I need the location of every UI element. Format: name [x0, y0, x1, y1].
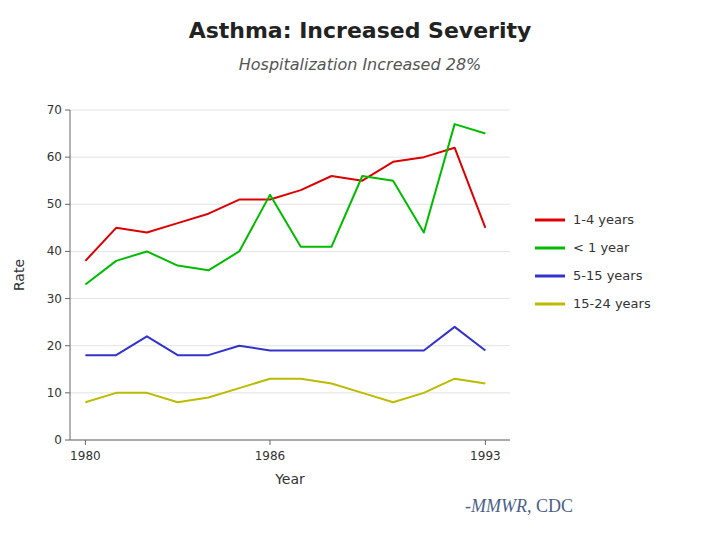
grid-line	[70, 298, 510, 299]
x-tick-label: 1980	[70, 449, 101, 463]
y-tick-label: 50	[47, 197, 62, 211]
legend-label: 15-24 years	[573, 296, 651, 311]
grid	[70, 110, 510, 440]
grid-line	[70, 157, 510, 158]
title: Asthma: Increased Severity	[189, 18, 532, 43]
y-tick-label: 20	[47, 339, 62, 353]
x-tick	[85, 440, 86, 445]
legend-label: 5-15 years	[573, 268, 643, 283]
legend: 1-4 years < 1 year 5-15 years 15-24 years	[535, 212, 651, 311]
grid-line	[70, 110, 510, 111]
y-tick-label: 10	[47, 386, 62, 400]
grid-line	[70, 440, 510, 441]
x-tick	[270, 440, 271, 445]
x-axis-label: Year	[274, 471, 305, 487]
y-tick-label: 60	[47, 150, 62, 164]
legend-swatch	[535, 303, 565, 306]
annotation: , CDC	[527, 496, 573, 516]
annotation: -MMWR	[465, 496, 527, 516]
y-tick	[65, 157, 70, 158]
y-tick	[65, 204, 70, 205]
y-tick	[65, 440, 70, 441]
x-tick-label: 1986	[255, 449, 286, 463]
subtitle: Hospitalization Increased 28%	[239, 55, 482, 74]
y-tick	[65, 251, 70, 252]
chart: Asthma: Increased Severity Hospitalizatio…	[0, 0, 720, 540]
grid-line	[70, 251, 510, 252]
y-tick	[65, 345, 70, 346]
y-tick	[65, 298, 70, 299]
x-tick	[485, 440, 486, 445]
legend-swatch	[535, 247, 565, 250]
source-note: -MMWR, CDC	[465, 496, 573, 516]
x-tick-label: 1993	[470, 449, 501, 463]
series-line	[85, 379, 485, 403]
y-axis-label: Rate	[11, 259, 27, 291]
grid-line	[70, 204, 510, 205]
legend-swatch	[535, 275, 565, 278]
grid-line	[70, 345, 510, 346]
series-line	[85, 327, 485, 355]
y-tick-label: 40	[47, 244, 62, 258]
y-tick-label: 70	[47, 103, 62, 117]
series-line	[85, 148, 485, 261]
y-tick	[65, 110, 70, 111]
y-tick	[65, 392, 70, 393]
legend-swatch	[535, 219, 565, 222]
y-tick-label: 0	[54, 433, 62, 447]
legend-label: < 1 year	[573, 240, 630, 255]
x-axis	[70, 440, 510, 441]
series-line	[85, 124, 485, 284]
series-lines	[85, 124, 485, 402]
legend-label: 1-4 years	[573, 212, 634, 227]
y-axis	[70, 110, 71, 440]
y-tick-label: 30	[47, 292, 62, 306]
